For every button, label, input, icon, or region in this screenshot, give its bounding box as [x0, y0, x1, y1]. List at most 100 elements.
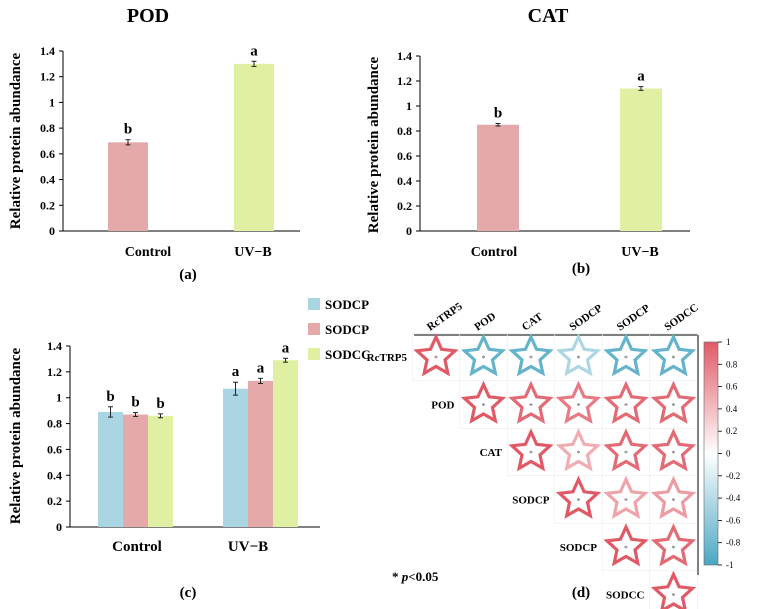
y-tick-label: 0.8 [397, 124, 412, 138]
column-header: SODCP [615, 302, 653, 333]
significance-mark: * [672, 544, 676, 553]
bar [123, 414, 148, 527]
y-tick-label: 1.4 [40, 44, 55, 58]
significance-label: a [232, 364, 240, 380]
correlation-star [555, 428, 602, 472]
chart-panel-b: CAT Relative protein abundance 0 0.2 0.4 0.… [366, 5, 690, 277]
row-label: RcTRP5 [367, 352, 408, 364]
significance-mark: * [577, 402, 581, 411]
row-label: CAT [480, 447, 503, 459]
correlation-star [650, 523, 697, 567]
y-tick-label: 0.2 [47, 494, 62, 508]
column-header: SODCC [662, 302, 700, 334]
chart-title: POD [127, 5, 169, 27]
bar [248, 380, 273, 527]
colorbar-tick-label: 1 [726, 337, 731, 347]
correlation-star [555, 333, 602, 377]
correlation-star [508, 333, 554, 377]
significance-label: b [156, 396, 164, 412]
colorbar-tick-label: -0.4 [726, 493, 741, 503]
significance-mark: * [672, 354, 676, 363]
correlation-star [555, 380, 602, 424]
y-tick-label: 0.4 [47, 468, 62, 482]
y-tick-label: 1 [49, 95, 55, 109]
correlation-star [603, 333, 649, 377]
y-axis-label: Relative protein abundance [8, 52, 24, 229]
legend-swatch [308, 323, 320, 335]
y-axis-label: Relative protein abundance [366, 56, 382, 233]
correlation-star [603, 523, 649, 567]
column-header: RcTRP5 [425, 300, 465, 333]
y-tick-label: 1.2 [40, 70, 55, 84]
y-tick-label: 0.4 [40, 173, 55, 187]
chart-panel-d: RcTRP5 POD CAT SODCP SODCP SODCC RcTRP5 POD CAT S… [367, 300, 741, 609]
legend-label: SODCP [325, 322, 369, 337]
x-tick-label: UV−B [228, 539, 268, 555]
chart-panel-c: Relative protein abundance 0 0.2 0.4 0.6 0.8… [8, 297, 371, 601]
significance-label: b [124, 122, 132, 138]
y-tick-label: 1.4 [397, 49, 412, 63]
y-tick-label: 1.4 [47, 339, 62, 353]
correlation-star [508, 380, 554, 424]
row-label: SODCP [512, 495, 550, 507]
significance-mark: * [529, 449, 533, 458]
significance-mark: * [577, 354, 581, 363]
x-tick-label: Control [125, 245, 172, 260]
y-tick-label: 0.2 [40, 198, 55, 212]
x-tick-label: Control [471, 245, 518, 260]
y-tick-label: 1.2 [47, 365, 62, 379]
correlation-star [508, 428, 554, 472]
panel-label: (b) [572, 261, 590, 277]
y-axis-label: Relative protein abundance [8, 347, 24, 524]
y-tick-label: 0.8 [40, 121, 55, 135]
colorbar-tick-label: 0.4 [726, 404, 738, 414]
bar [98, 411, 123, 527]
significance-label: b [106, 389, 114, 405]
significance-mark: * [624, 402, 628, 411]
correlation-star [603, 380, 649, 424]
significance-label: a [637, 69, 645, 85]
colorbar-tick-label: 0.6 [726, 382, 738, 392]
legend-label: SODCC [325, 347, 371, 362]
significance-label: a [257, 360, 265, 376]
correlation-star [650, 570, 697, 609]
y-tick-label: 0 [49, 224, 55, 238]
y-tick-label: 1 [406, 99, 412, 113]
bar [477, 124, 519, 231]
significance-mark: * [482, 402, 486, 411]
correlation-star [413, 333, 459, 377]
significance-mark: * [529, 402, 533, 411]
significance-mark: * [434, 354, 438, 363]
y-tick-label: 1.2 [397, 74, 412, 88]
column-header: POD [472, 310, 498, 333]
column-header: CAT [520, 310, 546, 333]
significance-label: a [282, 340, 290, 356]
y-tick-label: 1 [56, 391, 62, 405]
significance-mark: * [624, 354, 628, 363]
significance-label: b [494, 106, 502, 122]
bar [108, 142, 148, 231]
colorbar-tick-label: -0.8 [726, 538, 741, 548]
chart-panel-a: POD Relative protein abundance 0 0.2 0.4 0.… [8, 5, 300, 283]
correlation-star [603, 475, 649, 519]
legend-swatch [308, 298, 320, 310]
correlation-star [650, 428, 697, 472]
x-tick-label: UV−B [234, 245, 272, 260]
colorbar-tick-label: 0.8 [726, 359, 738, 369]
x-tick-label: UV−B [621, 245, 659, 260]
colorbar [703, 341, 719, 566]
panel-label: (a) [179, 267, 197, 283]
legend-swatch [308, 348, 320, 360]
correlation-star [650, 333, 697, 377]
correlation-star [603, 428, 649, 472]
bar [223, 388, 248, 527]
colorbar-tick-label: 0 [726, 449, 731, 459]
y-tick-label: 0.6 [40, 147, 55, 161]
significance-mark: * [624, 449, 628, 458]
significance-mark: * [672, 592, 676, 601]
significance-mark: * [482, 354, 486, 363]
chart-title: CAT [528, 5, 569, 27]
colorbar-tick-label: -0.2 [726, 471, 740, 481]
y-tick-label: 0 [56, 520, 62, 534]
significance-label: a [250, 43, 258, 59]
